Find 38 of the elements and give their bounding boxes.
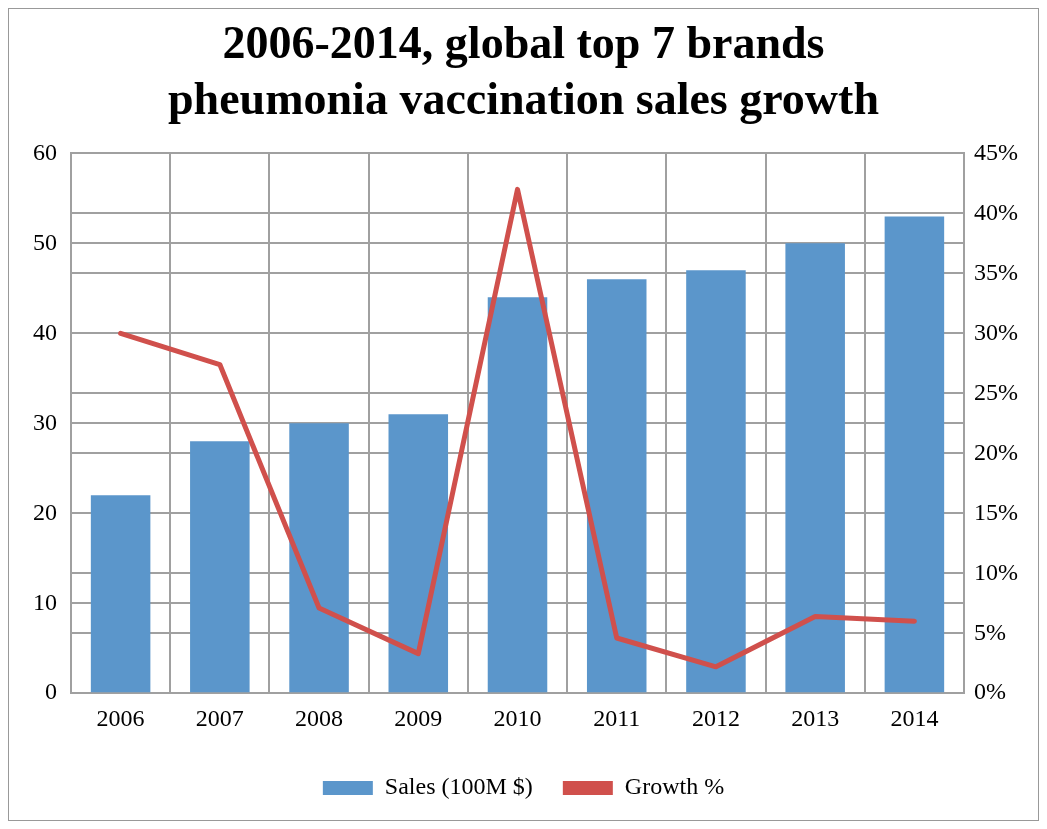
bar bbox=[586, 279, 647, 693]
x-tick-label: 2010 bbox=[493, 704, 542, 731]
x-tick-label: 2008 bbox=[295, 704, 344, 731]
x-tick-label: 2009 bbox=[394, 704, 443, 731]
y2-tick-label: 15% bbox=[974, 498, 1019, 525]
y2-tick-label: 30% bbox=[974, 318, 1019, 345]
y2-tick-label: 5% bbox=[974, 618, 1007, 645]
y2-tick-label: 45% bbox=[974, 138, 1019, 165]
x-tick-label: 2006 bbox=[96, 704, 145, 731]
bar bbox=[785, 243, 845, 693]
legend-label: Sales (100M $) bbox=[384, 773, 533, 800]
y-tick-label: 60 bbox=[33, 138, 57, 165]
y-tick-label: 50 bbox=[33, 228, 57, 255]
y2-tick-label: 0% bbox=[974, 678, 1007, 705]
bar bbox=[884, 216, 945, 693]
bar bbox=[190, 441, 250, 693]
x-tick-label: 2012 bbox=[691, 704, 740, 731]
bar bbox=[686, 270, 746, 693]
y-tick-label: 10 bbox=[33, 588, 57, 615]
y2-tick-label: 25% bbox=[974, 378, 1019, 405]
bar bbox=[90, 495, 151, 693]
x-tick-label: 2007 bbox=[195, 704, 244, 731]
y-tick-label: 20 bbox=[33, 498, 57, 525]
legend-label: Growth % bbox=[624, 773, 725, 800]
y2-tick-label: 40% bbox=[974, 198, 1019, 225]
bar bbox=[388, 414, 449, 693]
y-tick-label: 0 bbox=[45, 678, 57, 705]
y-tick-label: 30 bbox=[33, 408, 57, 435]
y-tick-label: 40 bbox=[33, 318, 57, 345]
bar bbox=[289, 423, 349, 693]
y2-tick-label: 20% bbox=[974, 438, 1019, 465]
x-tick-label: 2013 bbox=[791, 704, 840, 731]
chart-title: 2006-2014, global top 7 brands pheumonia vaccination sales growth bbox=[168, 17, 879, 124]
x-tick-label: 2014 bbox=[890, 704, 939, 731]
y2-tick-label: 10% bbox=[974, 558, 1019, 585]
x-tick-label: 2011 bbox=[593, 704, 641, 731]
y2-tick-label: 35% bbox=[974, 258, 1019, 285]
bar bbox=[487, 297, 548, 693]
